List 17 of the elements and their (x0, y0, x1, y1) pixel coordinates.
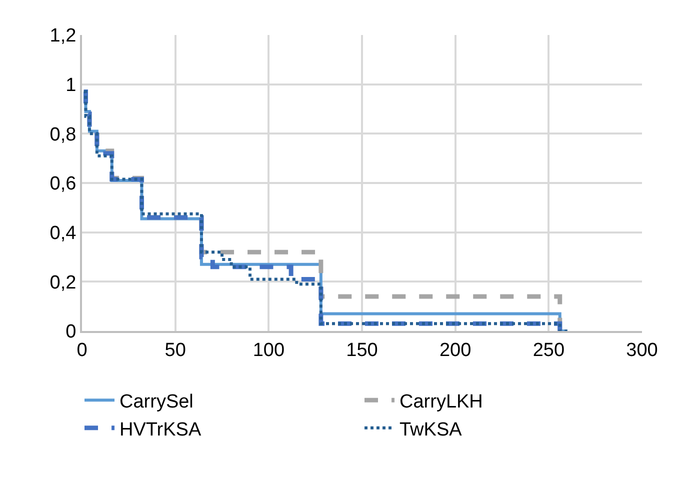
y-tick-label: 0,6 (50, 174, 76, 195)
y-tick-label: 0,4 (50, 222, 77, 244)
legend-label: CarryLKH (400, 392, 483, 413)
y-tick-label: 0 (66, 322, 76, 343)
x-tick-label: 200 (439, 340, 472, 361)
x-tick-label: 100 (252, 340, 285, 361)
x-tick-label: 250 (532, 340, 565, 361)
legend-label: TwKSA (400, 419, 462, 440)
y-tick-label: 0,8 (50, 124, 76, 146)
y-tick-label: 0,2 (50, 272, 76, 294)
x-tick-label: 50 (164, 340, 186, 361)
y-tick-label: 1 (66, 74, 76, 96)
x-tick-label: 150 (346, 340, 378, 361)
y-tick-label: 1,2 (50, 26, 76, 47)
legend-label: HVTrKSA (120, 419, 202, 440)
legend-label: CarrySel (120, 392, 194, 413)
x-tick-label: 300 (626, 340, 658, 361)
